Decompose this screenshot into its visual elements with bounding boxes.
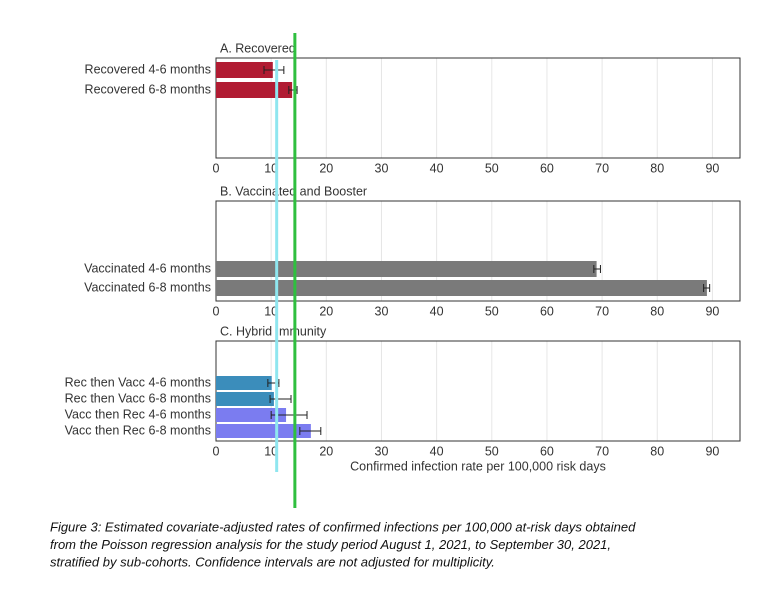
error-bar (263, 66, 285, 74)
x-tick-label: 50 (485, 304, 499, 318)
x-tick-label: 90 (705, 444, 719, 458)
x-tick-label: 10 (264, 304, 278, 318)
caption-line: from the Poisson regression analysis for… (50, 537, 611, 552)
x-tick-label: 80 (650, 161, 664, 175)
bar (216, 408, 287, 422)
x-tick-label: 70 (595, 444, 609, 458)
x-tick-label: 60 (540, 304, 554, 318)
bar (216, 62, 273, 78)
x-tick-label: 10 (264, 444, 278, 458)
bar (216, 280, 707, 296)
x-tick-label: 30 (375, 304, 389, 318)
error-bar (299, 427, 322, 435)
x-tick-label: 50 (485, 444, 499, 458)
bar (216, 261, 597, 277)
bar (216, 376, 272, 390)
x-tick-label: 90 (705, 161, 719, 175)
x-tick-label: 40 (430, 304, 444, 318)
x-tick-label: 40 (430, 444, 444, 458)
y-tick-label: Recovered 6-8 months (85, 82, 211, 96)
panel-border (215, 57, 741, 159)
panel-border (215, 200, 741, 302)
panel-title: C. Hybrid Immunity (220, 324, 327, 338)
y-tick-label: Rec then Vacc 6-8 months (65, 391, 211, 405)
x-tick-label: 20 (319, 304, 333, 318)
y-tick-label: Rec then Vacc 4-6 months (65, 375, 211, 389)
caption-line: Figure 3: Estimated covariate-adjusted r… (50, 519, 636, 534)
x-tick-label: 40 (430, 161, 444, 175)
x-tick-label: 10 (264, 161, 278, 175)
x-tick-label: 0 (213, 161, 220, 175)
bar (216, 82, 293, 98)
error-bar (269, 395, 292, 403)
x-tick-label: 60 (540, 161, 554, 175)
bar (216, 392, 274, 406)
x-tick-label: 0 (213, 444, 220, 458)
y-tick-label: Vacc then Rec 4-6 months (65, 407, 211, 421)
bar (216, 424, 311, 438)
caption-line: stratified by sub-cohorts. Confidence in… (50, 554, 495, 569)
y-tick-label: Vaccinated 6-8 months (84, 280, 211, 294)
panel-background (216, 58, 740, 158)
error-bar (593, 265, 601, 273)
x-tick-label: 30 (375, 444, 389, 458)
panel-border (215, 340, 741, 442)
x-axis-title: Confirmed infection rate per 100,000 ris… (350, 459, 606, 473)
x-tick-label: 90 (705, 304, 719, 318)
x-tick-label: 70 (595, 304, 609, 318)
y-tick-label: Recovered 4-6 months (85, 62, 211, 76)
x-tick-label: 70 (595, 161, 609, 175)
x-tick-label: 20 (319, 161, 333, 175)
y-tick-label: Vaccinated 4-6 months (84, 261, 211, 275)
x-tick-label: 20 (319, 444, 333, 458)
y-tick-label: Vacc then Rec 6-8 months (65, 423, 211, 437)
x-tick-label: 60 (540, 444, 554, 458)
error-bar (703, 284, 711, 292)
x-tick-label: 30 (375, 161, 389, 175)
x-tick-label: 80 (650, 444, 664, 458)
panel-title: A. Recovered (220, 41, 296, 55)
x-tick-label: 80 (650, 304, 664, 318)
x-tick-label: 0 (213, 304, 220, 318)
x-tick-label: 50 (485, 161, 499, 175)
